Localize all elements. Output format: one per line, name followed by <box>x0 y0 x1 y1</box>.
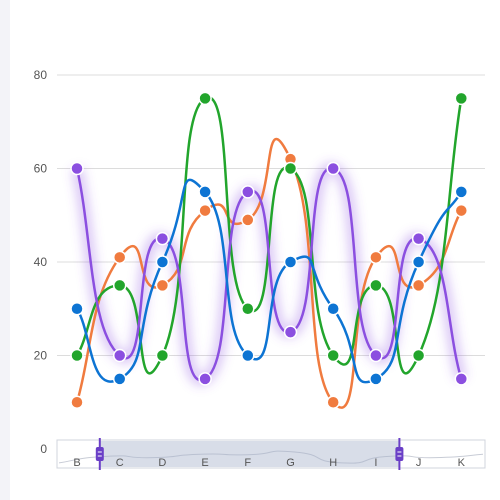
x-tick-label-H: H <box>329 457 337 469</box>
series-3-point-G[interactable] <box>283 325 298 339</box>
data-zoom-slider[interactable]: B C D E F G H I J K <box>56 438 486 470</box>
series-1-point-K[interactable] <box>454 203 469 218</box>
series-4-line <box>75 178 463 384</box>
series-3-point-C[interactable] <box>112 348 127 363</box>
series-3-point-K[interactable] <box>454 372 469 386</box>
x-tick-label-G: G <box>286 457 295 469</box>
point-layer <box>70 91 469 409</box>
left-panel-strip <box>0 0 10 500</box>
series-2-point-I[interactable] <box>369 278 383 293</box>
series-3-line <box>75 167 463 382</box>
series-layer <box>75 96 463 409</box>
series-2-point-E[interactable] <box>198 91 212 106</box>
series-1-point-J[interactable] <box>411 278 426 293</box>
series-4-point-K[interactable] <box>454 185 469 199</box>
series-1-point-E[interactable] <box>198 203 212 218</box>
series-2-point-C[interactable] <box>112 278 127 293</box>
x-tick-label-K: K <box>458 457 466 469</box>
series-4-point-G[interactable] <box>283 255 298 269</box>
y-tick-label-0: 0 <box>40 442 47 456</box>
y-axis: 0 20 40 60 80 <box>34 68 48 456</box>
series-1-point-D[interactable] <box>155 278 170 293</box>
series-2-point-D[interactable] <box>155 348 170 363</box>
zoom-handle-end-grip[interactable] <box>395 447 404 461</box>
zoom-track <box>56 439 486 469</box>
y-tick-label-40: 40 <box>34 255 48 269</box>
x-tick-label-C: C <box>116 457 124 469</box>
series-1-line <box>75 137 463 409</box>
series-3-point-F[interactable] <box>241 185 255 199</box>
zoom-mini-series <box>58 450 484 464</box>
series-3-point-J[interactable] <box>411 231 426 246</box>
series-4-point-C[interactable] <box>112 372 127 386</box>
series-2-point-J[interactable] <box>411 348 426 363</box>
series-2-point-K[interactable] <box>454 91 469 106</box>
y-tick-label-60: 60 <box>34 162 48 176</box>
series-2-point-F[interactable] <box>241 302 255 316</box>
series-4-point-I[interactable] <box>369 372 383 386</box>
x-tick-label-D: D <box>158 457 166 469</box>
series-4-point-J[interactable] <box>411 255 426 269</box>
series-4-point-E[interactable] <box>198 185 212 199</box>
series-1-point-B[interactable] <box>70 395 84 409</box>
series-4-point-F[interactable] <box>241 348 255 363</box>
y-tick-label-20: 20 <box>34 349 48 363</box>
series-2-point-H[interactable] <box>326 348 340 363</box>
x-tick-label-J: J <box>416 457 422 469</box>
series-2-point-G[interactable] <box>283 161 298 176</box>
x-tick-label-F: F <box>244 457 251 469</box>
series-3-point-I[interactable] <box>369 348 383 363</box>
x-tick-label-B: B <box>73 457 80 469</box>
zoom-selected-range[interactable] <box>99 441 400 467</box>
y-tick-label-80: 80 <box>34 68 48 82</box>
series-3-point-B[interactable] <box>70 161 84 176</box>
series-4-point-B[interactable] <box>70 302 84 316</box>
series-3-point-H[interactable] <box>326 161 340 176</box>
series-4-point-D[interactable] <box>155 255 170 269</box>
series-1-point-I[interactable] <box>369 250 383 265</box>
x-tick-label-I: I <box>374 457 377 469</box>
series-2-point-B[interactable] <box>70 348 84 363</box>
series-3-point-E[interactable] <box>198 372 212 386</box>
series-3-point-D[interactable] <box>155 231 170 246</box>
series-2-line <box>75 96 463 375</box>
series-1-point-C[interactable] <box>112 250 127 265</box>
series-1-point-H[interactable] <box>326 395 340 409</box>
zoom-handle-start-grip[interactable] <box>95 447 104 461</box>
series-4-point-H[interactable] <box>326 302 340 316</box>
x-tick-label-E: E <box>201 457 208 469</box>
series-1-point-F[interactable] <box>241 213 255 227</box>
